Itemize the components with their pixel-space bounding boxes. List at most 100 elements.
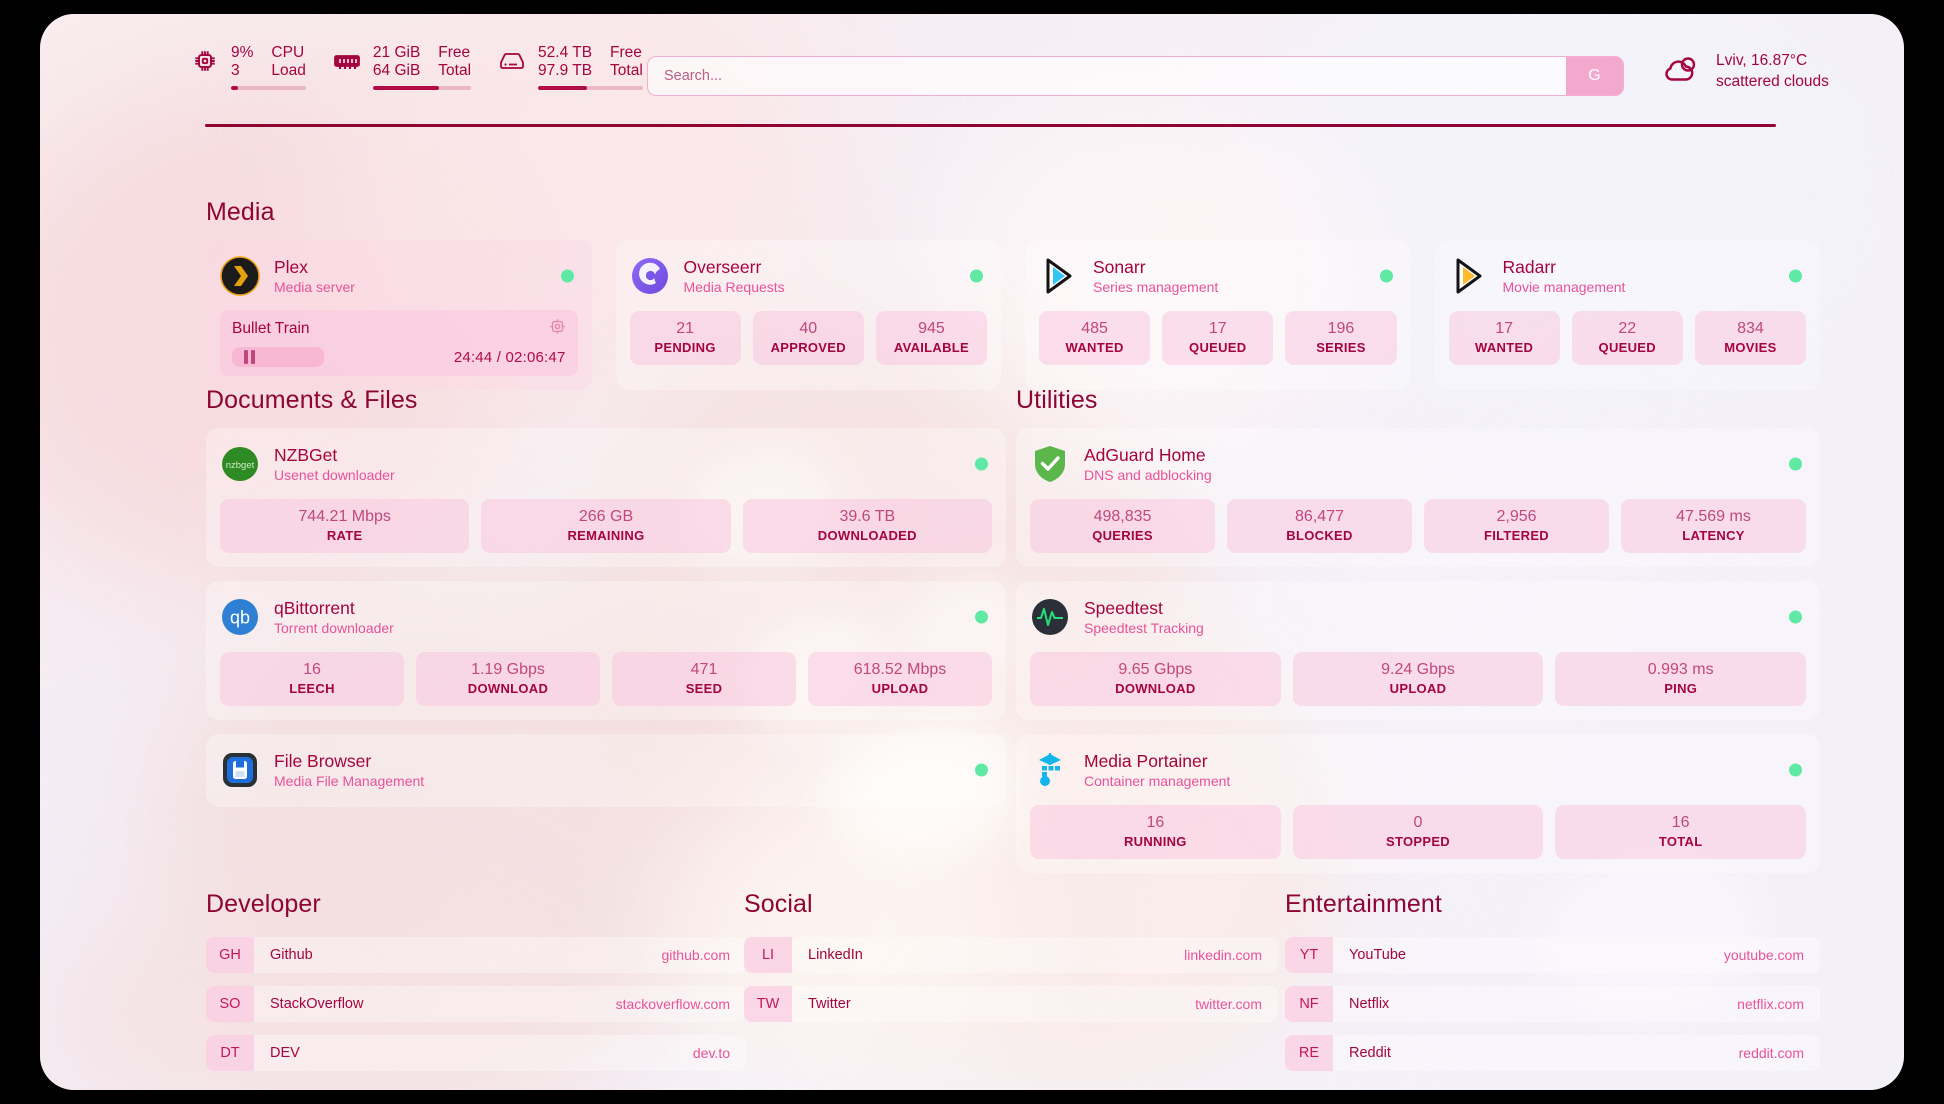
- stat-box-label: PENDING: [654, 340, 716, 355]
- stat-value-primary: 21 GiB: [372, 44, 421, 61]
- stat-row: 498,835 QUERIES 86,477 BLOCKED 2,956 FIL…: [1030, 499, 1806, 553]
- stat-box-label: QUEUED: [1189, 340, 1247, 355]
- developer-link-list: GH Github github.com SO StackOverflow st…: [206, 937, 746, 1071]
- stat-box-download: 1.19 Gbps DOWNLOAD: [416, 652, 600, 706]
- portainer-icon: [1030, 750, 1070, 790]
- stat-box-queries: 498,835 QUERIES: [1030, 499, 1215, 553]
- service-card-speedtest[interactable]: Speedtest Speedtest Tracking 9.65 Gbps D…: [1016, 581, 1820, 720]
- stat-box-value: 485: [1081, 320, 1108, 337]
- stat-box-wanted: 17 WANTED: [1448, 311, 1560, 365]
- utilities-card-list: AdGuard Home DNS and adblocking 498,835 …: [1016, 428, 1820, 887]
- service-card-sonarr[interactable]: Sonarr Series management 485 WANTED 17 Q…: [1025, 240, 1411, 390]
- disk-icon: [497, 44, 527, 78]
- card-subtitle: Media Requests: [683, 278, 785, 295]
- system-stats: 9% CPU 3 Load 21 GiB Free 64 GiB Total 5…: [190, 44, 643, 90]
- bookmark-name: Twitter: [808, 996, 851, 1012]
- bookmark-tag: GH: [206, 937, 254, 973]
- now-playing-title: Bullet Train: [232, 320, 310, 337]
- status-dot-online: [560, 269, 574, 283]
- card-header: Plex Media server: [220, 253, 578, 299]
- bookmark-twitter[interactable]: TW Twitter twitter.com: [744, 986, 1278, 1022]
- cpu-icon: [190, 44, 220, 78]
- status-dot-online: [1789, 269, 1802, 283]
- stat-box-label: LEECH: [289, 681, 335, 696]
- now-playing-time: 24:44 / 02:06:47: [453, 348, 566, 366]
- stat-box-upload: 618.52 Mbps UPLOAD: [808, 652, 992, 706]
- search-submit-button[interactable]: G: [1566, 57, 1623, 95]
- media-card-grid: Plex Media server Bullet Train 24:44 / 0…: [206, 240, 1820, 390]
- stat-box-value: 86,477: [1295, 508, 1344, 525]
- stat-box-queued: 22 QUEUED: [1571, 311, 1683, 365]
- settings-icon[interactable]: [549, 318, 566, 340]
- bookmark-url: dev.to: [692, 1045, 730, 1061]
- bookmark-name: LinkedIn: [808, 947, 863, 963]
- service-card-qbittorrent[interactable]: qb qBittorrent Torrent downloader 16 LEE…: [206, 581, 1006, 720]
- entertainment-link-list: YT YouTube youtube.com NF Netflix netfli…: [1285, 937, 1820, 1071]
- stat-box-label: MOVIES: [1724, 340, 1777, 355]
- stat-label-primary: Free: [438, 44, 471, 61]
- dashboard-page: 9% CPU 3 Load 21 GiB Free 64 GiB Total 5…: [40, 14, 1904, 1090]
- svg-text:qb: qb: [230, 608, 250, 628]
- stat-box-value: 1.19 Gbps: [471, 661, 545, 678]
- stat-box-value: 21: [676, 320, 694, 337]
- stat-label-primary: CPU: [271, 44, 305, 61]
- stat-box-value: 196: [1327, 320, 1355, 337]
- stat-label-secondary: Total: [438, 62, 472, 79]
- stat-box-value: 9.24 Gbps: [1381, 661, 1455, 678]
- top-bar: 9% CPU 3 Load 21 GiB Free 64 GiB Total 5…: [40, 14, 1904, 127]
- service-card-radarr[interactable]: Radarr Movie management 17 WANTED 22 QUE…: [1434, 240, 1820, 390]
- bookmark-url: netflix.com: [1737, 996, 1804, 1012]
- bookmark-netflix[interactable]: NF Netflix netflix.com: [1285, 986, 1820, 1022]
- stat-progress-bar: [538, 85, 643, 90]
- service-card-media-portainer[interactable]: Media Portainer Container management 16 …: [1016, 734, 1820, 873]
- bookmark-linkedin[interactable]: LI LinkedIn linkedin.com: [744, 937, 1278, 973]
- service-card-file-browser[interactable]: File Browser Media File Management: [206, 734, 1006, 807]
- stat-box-label: QUERIES: [1092, 528, 1153, 543]
- stat-box-download: 9.65 Gbps DOWNLOAD: [1030, 652, 1281, 706]
- bookmark-github[interactable]: GH Github github.com: [206, 937, 746, 973]
- service-card-plex[interactable]: Plex Media server Bullet Train 24:44 / 0…: [206, 240, 592, 390]
- card-header: Speedtest Speedtest Tracking: [1030, 594, 1806, 640]
- documents-card-list: nzbget NZBGet Usenet downloader 744.21 M…: [206, 428, 1006, 821]
- stat-box-label: SEED: [685, 681, 723, 696]
- section-title-developer: Developer: [206, 890, 321, 918]
- social-link-list: LI LinkedIn linkedin.com TW Twitter twit…: [744, 937, 1278, 1022]
- bookmark-name: Reddit: [1349, 1045, 1391, 1061]
- stat-box-label: APPROVED: [770, 340, 846, 355]
- filebrowser-icon: [220, 750, 260, 790]
- stat-row: 485 WANTED 17 QUEUED 196 SERIES: [1039, 311, 1397, 365]
- stat-row: 9.65 Gbps DOWNLOAD 9.24 Gbps UPLOAD 0.99…: [1030, 652, 1807, 706]
- bookmark-stackoverflow[interactable]: SO StackOverflow stackoverflow.com: [206, 986, 746, 1022]
- service-card-overseerr[interactable]: Overseerr Media Requests 21 PENDING 40 A…: [615, 240, 1001, 390]
- stat-box-value: 17: [1208, 320, 1227, 337]
- stat-label-secondary: Total: [610, 62, 643, 79]
- stat-box-value: 266 GB: [578, 508, 634, 525]
- search-bar[interactable]: G: [647, 56, 1624, 96]
- bookmark-youtube[interactable]: YT YouTube youtube.com: [1285, 937, 1820, 973]
- status-dot-online: [970, 269, 983, 283]
- stat-box-label: REMAINING: [567, 528, 645, 543]
- stat-box-label: RUNNING: [1123, 834, 1187, 849]
- card-header: Overseerr Media Requests: [630, 253, 988, 299]
- stat-box-value: 945: [918, 320, 945, 337]
- now-playing-controls: 24:44 / 02:06:47: [232, 347, 566, 367]
- stat-box-filtered: 2,956 FILTERED: [1424, 499, 1609, 553]
- bookmark-dev[interactable]: DT DEV dev.to: [206, 1035, 746, 1071]
- bookmark-reddit[interactable]: RE Reddit reddit.com: [1285, 1035, 1820, 1071]
- bookmark-url: github.com: [661, 947, 730, 963]
- bookmark-tag: SO: [206, 986, 254, 1022]
- bookmark-url: twitter.com: [1195, 996, 1262, 1012]
- card-header: Radarr Movie management: [1449, 253, 1807, 299]
- service-card-adguard-home[interactable]: AdGuard Home DNS and adblocking 498,835 …: [1016, 428, 1820, 567]
- stat-box-label: WANTED: [1475, 340, 1534, 355]
- stat-box-value: 47.569 ms: [1676, 508, 1751, 525]
- stat-row: 21 PENDING 40 APPROVED 945 AVAILABLE: [629, 311, 988, 365]
- plex-icon: [220, 256, 260, 296]
- stat-box-value: 16: [1671, 814, 1690, 831]
- pause-icon[interactable]: [232, 347, 324, 367]
- service-card-nzbget[interactable]: nzbget NZBGet Usenet downloader 744.21 M…: [206, 428, 1006, 567]
- qbittorrent-icon: qb: [220, 597, 260, 637]
- bookmark-tag: DT: [206, 1035, 254, 1071]
- stat-box-label: DOWNLOAD: [1115, 681, 1196, 696]
- search-input[interactable]: [648, 57, 1566, 95]
